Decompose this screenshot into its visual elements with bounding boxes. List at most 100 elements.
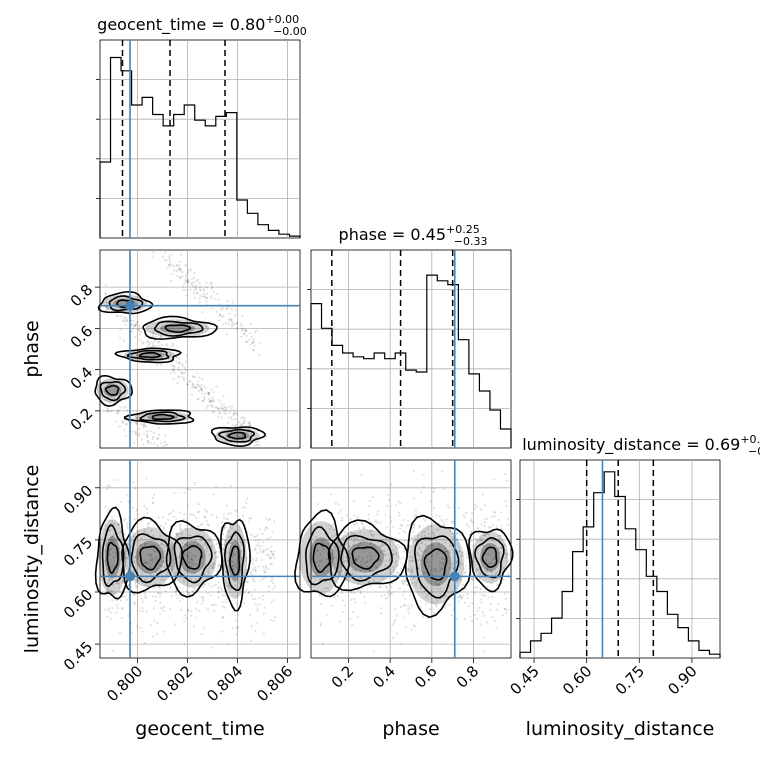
scatter-point: [154, 556, 157, 559]
scatter-point: [234, 566, 237, 569]
scatter-point: [212, 566, 215, 569]
scatter-point: [360, 563, 363, 566]
scatter-point: [239, 417, 242, 420]
scatter-point: [432, 601, 435, 604]
scatter-point: [219, 401, 222, 404]
scatter-point: [418, 555, 421, 558]
scatter-point: [217, 581, 220, 584]
scatter-point: [493, 557, 496, 561]
scatter-point: [105, 306, 109, 309]
scatter-point: [248, 517, 251, 520]
scatter-point: [367, 513, 370, 516]
scatter-point: [207, 393, 210, 396]
scatter-point: [245, 501, 248, 504]
scatter-point: [375, 573, 379, 576]
scatter-point: [181, 541, 184, 545]
scatter-point: [353, 568, 356, 571]
scatter-point: [249, 323, 252, 326]
scatter-point: [212, 609, 216, 613]
scatter-point: [248, 422, 251, 425]
scatter-point: [416, 534, 419, 537]
scatter-point: [156, 437, 159, 440]
x-tick-label: 0.8: [453, 662, 483, 692]
scatter-point: [402, 604, 405, 607]
scatter-point: [412, 576, 415, 579]
scatter-point: [488, 562, 491, 565]
scatter-point: [130, 324, 133, 327]
scatter-point: [123, 419, 126, 422]
scatter-point: [392, 549, 395, 552]
scatter-point: [459, 595, 462, 598]
scatter-point: [191, 558, 194, 562]
scatter-point: [321, 540, 324, 543]
scatter-point: [270, 601, 273, 604]
scatter-point: [107, 573, 110, 576]
contour-line: [481, 546, 498, 569]
scatter-point: [176, 532, 179, 536]
scatter-point: [345, 578, 348, 581]
scatter-point: [476, 569, 479, 572]
scatter-point: [196, 372, 199, 375]
scatter-point: [376, 513, 379, 516]
scatter-point: [351, 573, 354, 576]
scatter-point: [392, 525, 395, 528]
scatter-point: [172, 515, 175, 519]
scatter-point: [217, 590, 220, 593]
scatter-point: [199, 387, 202, 390]
scatter-point: [230, 307, 233, 310]
scatter-point: [201, 311, 204, 314]
scatter-point: [210, 545, 213, 548]
scatter-point: [236, 413, 239, 416]
scatter-point: [168, 264, 171, 267]
scatter-point: [212, 410, 215, 413]
scatter-point: [125, 494, 128, 497]
scatter-point: [366, 560, 369, 563]
scatter-point: [229, 319, 232, 322]
scatter-point: [316, 549, 320, 552]
scatter-point: [203, 544, 206, 547]
scatter-point: [418, 567, 421, 570]
scatter-point: [221, 315, 224, 318]
scatter-point: [143, 531, 146, 534]
scatter-point: [109, 549, 112, 552]
scatter-point: [147, 532, 150, 535]
scatter-point: [192, 383, 195, 386]
scatter-point: [423, 572, 426, 575]
scatter-point: [221, 521, 224, 524]
scatter-point: [162, 605, 165, 608]
scatter-point: [172, 377, 175, 380]
scatter-point: [236, 626, 240, 629]
scatter-point: [225, 408, 228, 412]
scatter-point: [234, 601, 238, 604]
scatter-point: [143, 542, 147, 545]
scatter-point: [430, 590, 433, 594]
scatter-point: [350, 598, 353, 601]
scatter-point: [248, 338, 251, 342]
scatter-point: [441, 557, 444, 560]
scatter-point: [145, 477, 148, 480]
scatter-point: [368, 517, 371, 520]
scatter-point: [209, 585, 212, 588]
scatter-point: [110, 577, 113, 580]
scatter-point: [135, 586, 138, 589]
scatter-point: [362, 557, 365, 560]
scatter-point: [144, 596, 148, 600]
y-axis-label: luminosity_distance: [21, 465, 43, 654]
scatter-point: [392, 553, 395, 556]
x-tick-label: 0.804: [203, 662, 246, 705]
scatter-point: [121, 540, 124, 544]
scatter-point: [420, 535, 423, 538]
scatter-point: [235, 424, 238, 427]
scatter-point: [188, 592, 191, 595]
scatter-point: [332, 528, 335, 531]
scatter-point: [246, 581, 249, 584]
scatter-point: [413, 536, 416, 540]
scatter-point: [186, 271, 190, 274]
scatter-point: [223, 526, 226, 529]
scatter-point: [272, 550, 276, 553]
scatter-point: [223, 590, 226, 593]
scatter-point: [449, 529, 452, 532]
scatter-point: [183, 491, 186, 494]
scatter-point: [244, 572, 247, 575]
title-plus: +0.10: [740, 433, 760, 446]
